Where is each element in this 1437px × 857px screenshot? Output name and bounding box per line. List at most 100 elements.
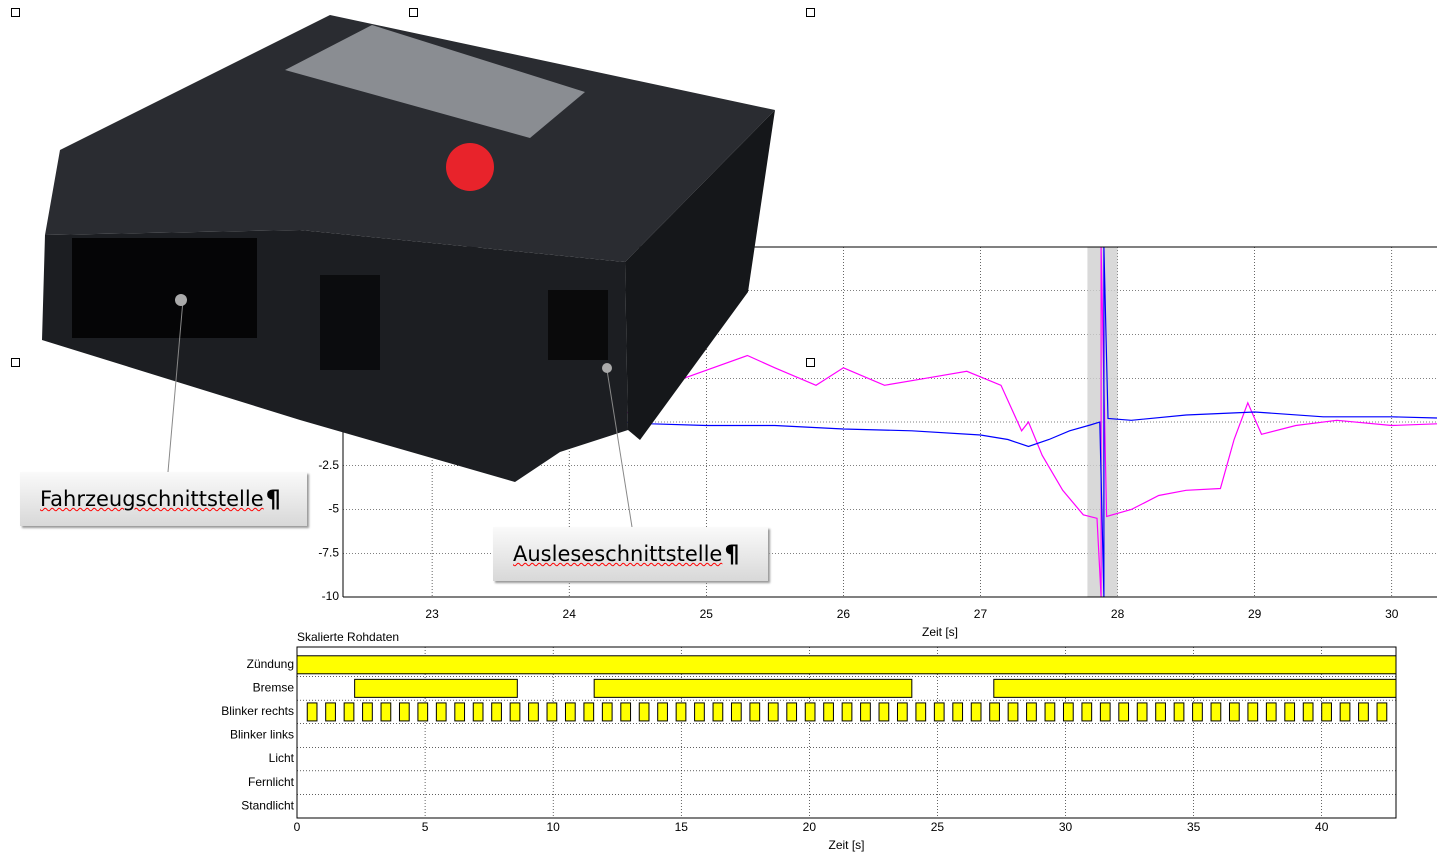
x-tick-label: 30 <box>1059 820 1073 834</box>
callout: Fahrzeugschnittstelle ¶ <box>20 472 307 526</box>
interval-bar <box>417 702 429 722</box>
x-tick-label: 26 <box>837 607 851 621</box>
leader-dot <box>602 363 612 373</box>
x-tick-label: 20 <box>803 820 817 834</box>
interval-bar <box>593 678 913 698</box>
vehicle-connector <box>72 238 257 338</box>
leader-line <box>606 369 633 528</box>
row-label: Blinker links <box>230 728 294 742</box>
interval-bar <box>694 702 705 722</box>
interval-bar <box>1026 702 1037 722</box>
series-line <box>596 247 1437 597</box>
interval-bar <box>1284 702 1296 722</box>
interval-bar <box>325 702 336 722</box>
x-tick-label: 28 <box>1111 607 1125 621</box>
callout: Ausleseschnittstelle ¶ <box>493 527 768 581</box>
interval-bar <box>712 702 724 722</box>
row-label: Blinker rechts <box>221 704 294 718</box>
leader-line <box>167 299 184 473</box>
leader-dot <box>175 294 187 306</box>
x-tick-label: 25 <box>700 607 714 621</box>
interval-bar <box>1339 702 1351 722</box>
interval-bar <box>952 702 964 722</box>
interval-bar <box>933 702 945 722</box>
row-label: Bremse <box>253 681 295 695</box>
interval-bar <box>472 702 484 722</box>
interval-bar <box>454 702 466 722</box>
interval-bar <box>1044 702 1056 722</box>
interval-bar <box>1192 702 1203 722</box>
interval-bar <box>675 702 687 722</box>
interval-bar <box>1265 702 1277 722</box>
device-dot <box>446 143 494 191</box>
interval-bar <box>1136 702 1148 722</box>
vent <box>320 275 380 370</box>
selection-handle <box>11 358 20 367</box>
interval-bar <box>878 702 890 722</box>
x-tick-label: 25 <box>931 820 945 834</box>
selection-handle <box>409 8 418 17</box>
interval-bar <box>730 702 742 722</box>
interval-bar <box>546 702 558 722</box>
interval-bar <box>767 702 779 722</box>
selection-handle <box>806 358 815 367</box>
interval-bar <box>491 702 502 722</box>
x-tick-label: 29 <box>1248 607 1262 621</box>
interval-bar <box>749 702 761 722</box>
interval-bar <box>657 702 668 722</box>
y-tick-label: -10 <box>322 589 340 603</box>
interval-bar <box>1118 702 1130 722</box>
interval-bar <box>1228 702 1240 722</box>
x-tick-label: 30 <box>1385 607 1399 621</box>
interval-bar <box>638 702 650 722</box>
chart-title: Skalierte Rohdaten <box>297 630 399 644</box>
interval-bar <box>1321 702 1332 722</box>
interval-bar <box>528 702 539 722</box>
x-axis-label: Zeit [s] <box>922 625 958 639</box>
plot <box>596 247 1437 597</box>
interval-bar <box>989 702 1000 722</box>
interval-bar <box>1081 702 1093 722</box>
interval-bar <box>1210 702 1222 722</box>
interval-bar <box>362 702 373 722</box>
interval-bar <box>620 702 632 722</box>
y-tick-label: -5 <box>328 502 339 516</box>
row-label: Zündung <box>247 657 294 671</box>
x-tick-label: 15 <box>675 820 689 834</box>
interval-bar <box>380 702 392 722</box>
interval-bar <box>841 702 853 722</box>
x-tick-label: 5 <box>422 820 429 834</box>
interval-bar <box>1247 702 1259 722</box>
interval-bar <box>601 702 613 722</box>
interval-bar <box>1358 702 1369 722</box>
selection-handle <box>11 8 20 17</box>
interval-bar <box>786 702 798 722</box>
interval-bar <box>896 702 908 722</box>
interval-bar <box>583 702 595 722</box>
device-top <box>45 15 775 262</box>
interval-bar <box>435 702 447 722</box>
interval-bar <box>860 702 871 722</box>
interval-bar <box>1376 702 1388 722</box>
interval-bar <box>1062 702 1074 722</box>
interval-bar <box>1302 702 1314 722</box>
x-tick-label: 27 <box>974 607 988 621</box>
interval-bar <box>970 702 982 722</box>
x-tick-label: 10 <box>546 820 560 834</box>
x-tick-label: 35 <box>1187 820 1201 834</box>
selection-handle <box>806 8 815 17</box>
row-label: Fernlicht <box>248 775 295 789</box>
interval-bar <box>343 702 355 722</box>
interval-bar <box>1099 702 1111 722</box>
x-tick-label: 0 <box>294 820 301 834</box>
callout-text: Fahrzeugschnittstelle <box>40 487 264 511</box>
device-side <box>625 110 775 440</box>
interval-bar <box>1173 702 1185 722</box>
interval-bar <box>915 702 927 722</box>
readout-connector <box>548 290 608 360</box>
row-label: Standlicht <box>241 798 294 812</box>
series-line <box>596 247 1437 597</box>
